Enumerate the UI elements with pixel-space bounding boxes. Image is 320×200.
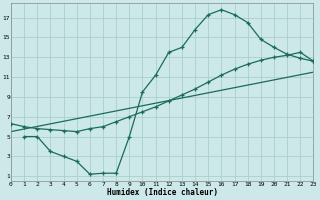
X-axis label: Humidex (Indice chaleur): Humidex (Indice chaleur) <box>107 188 218 197</box>
